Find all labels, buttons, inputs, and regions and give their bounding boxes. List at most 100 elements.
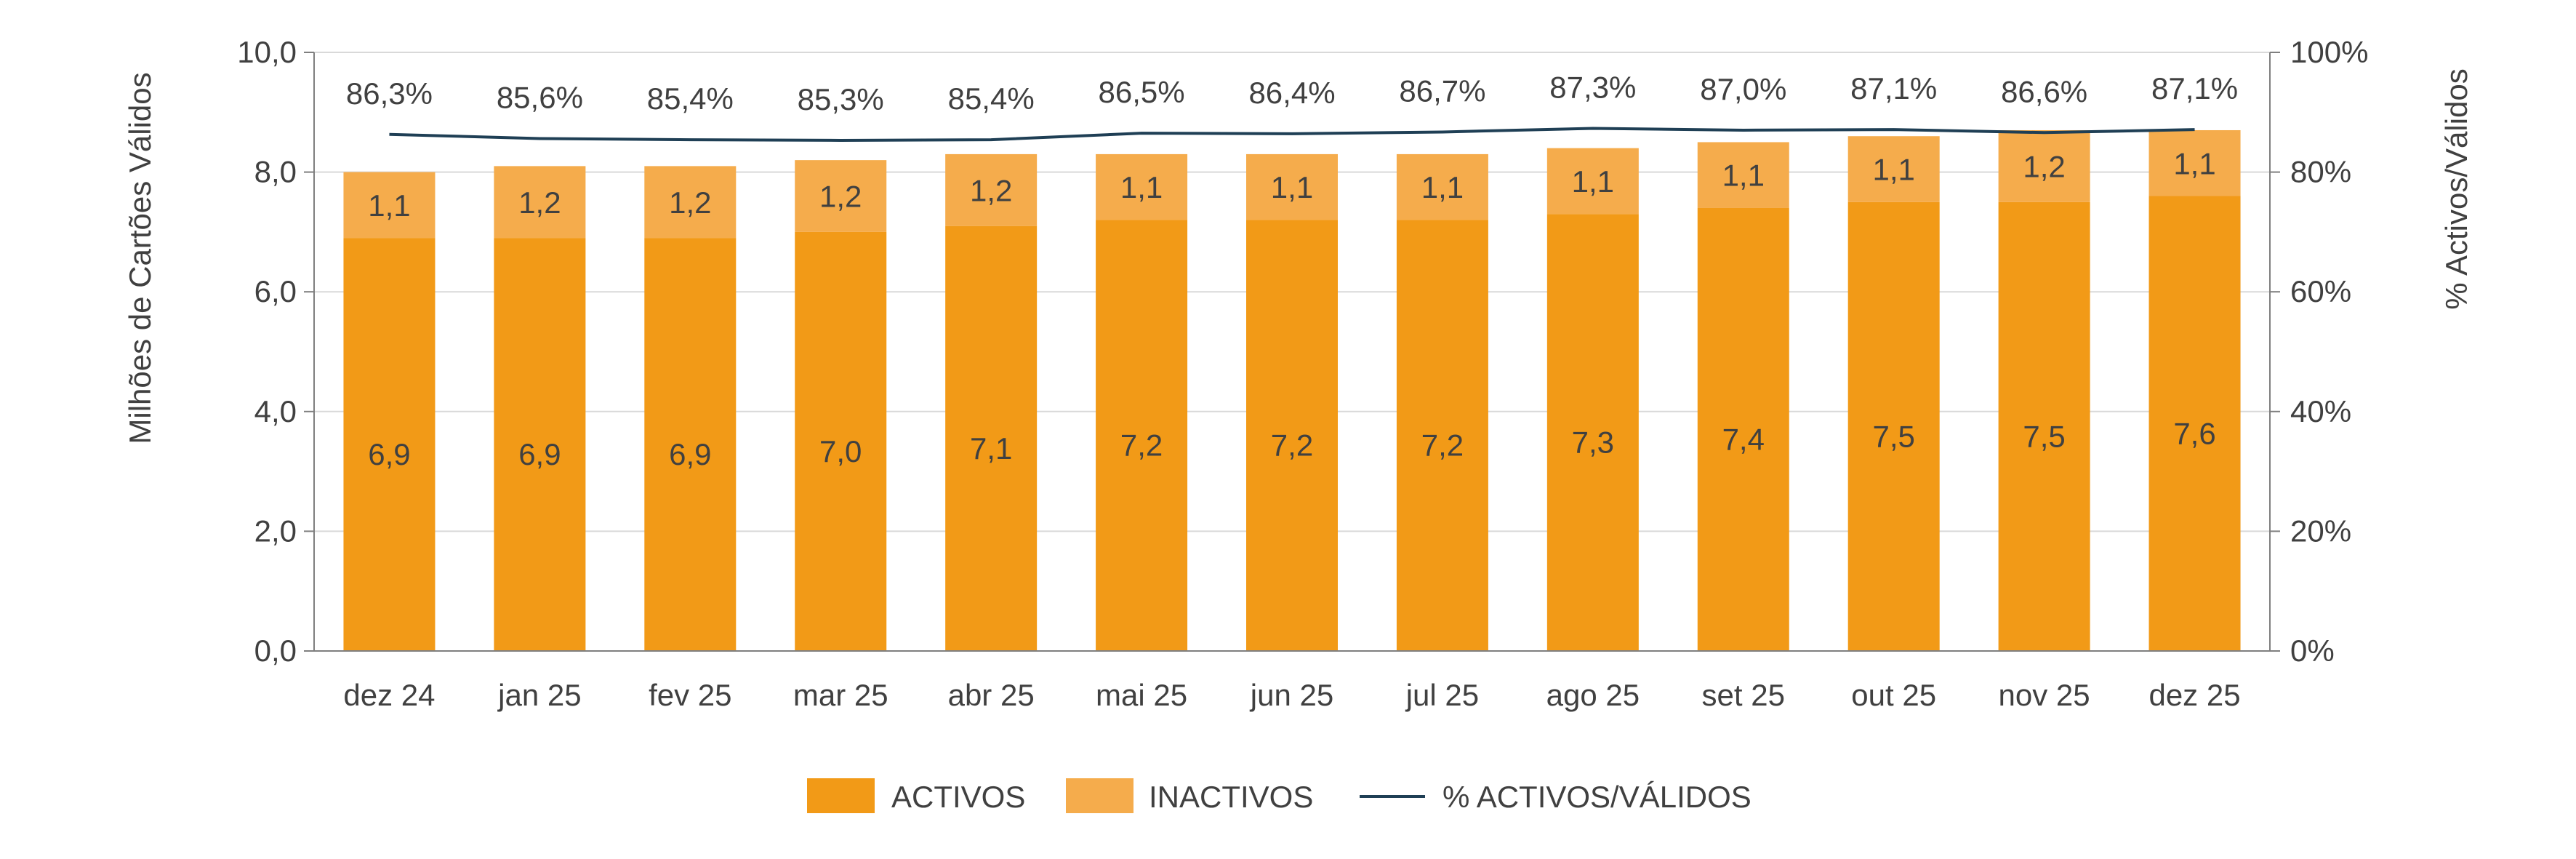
bar-inactivos [1998, 129, 2090, 202]
x-tick-label: fev 25 [649, 678, 731, 712]
legend-label-inactivos: INACTIVOS [1149, 780, 1313, 814]
data-labels: 6,9 1,1 6,9 1,2 6,9 1,2 7,0 1,2 7,1 1,2 7,2 1,1 7,2 1… [346, 71, 2238, 472]
y-tick-label: 0,0 [254, 634, 297, 668]
data-label-activos: 7,2 [1421, 428, 1464, 463]
bar-activos [1697, 207, 1789, 652]
x-tick-label: mar 25 [793, 678, 888, 712]
legend-swatch-activos [807, 778, 875, 813]
y-axis-title: Milhões de Cartões Válidos [123, 72, 157, 444]
data-label-pct: 85,4% [948, 81, 1035, 116]
pct-line [389, 127, 2195, 142]
x-tick-label: nov 25 [1999, 678, 2090, 712]
data-label-inactivos: 1,1 [368, 188, 410, 223]
x-tick-label: out 25 [1851, 678, 1936, 712]
bar-activos [644, 238, 737, 651]
data-label-activos: 7,5 [1872, 419, 1914, 453]
data-label-pct: 87,1% [1850, 71, 1937, 105]
data-label-inactivos: 1,2 [970, 173, 1012, 207]
data-label-pct: 86,6% [2001, 74, 2087, 108]
y2-tick-label: 60% [2290, 274, 2351, 308]
data-label-pct: 87,3% [1549, 71, 1636, 105]
data-label-pct: 85,4% [647, 81, 734, 116]
bar-activos [945, 225, 1038, 651]
bar-inactivos [1396, 153, 1488, 220]
y-tick-label: 4,0 [254, 394, 297, 428]
data-label-pct: 85,6% [497, 81, 583, 115]
legend-label-activos: ACTIVOS [891, 780, 1025, 814]
bars [343, 129, 2241, 652]
bar-inactivos [1096, 153, 1188, 220]
y2-tick-label: 100% [2290, 35, 2368, 69]
data-label-pct: 86,7% [1399, 73, 1485, 108]
y2-axis-title: % Activos/Válidos [2439, 68, 2473, 310]
data-label-pct: 87,0% [1700, 72, 1786, 106]
bar-inactivos [2148, 129, 2241, 196]
bar-activos [343, 238, 436, 651]
data-label-activos: 7,5 [2023, 419, 2065, 453]
data-label-inactivos: 1,1 [1120, 170, 1163, 204]
x-tick-label: dez 24 [343, 678, 435, 712]
x-tick-label: jan 25 [497, 678, 581, 712]
data-label-inactivos: 1,2 [819, 180, 862, 214]
data-label-activos: 7,6 [2173, 416, 2215, 450]
y2-tick-label: 40% [2290, 394, 2351, 428]
bar-activos [795, 231, 887, 651]
x-tick-label: jul 25 [1405, 678, 1479, 712]
data-label-pct: 86,3% [346, 76, 433, 111]
data-label-inactivos: 1,2 [2023, 149, 2065, 183]
data-label-activos: 7,2 [1120, 428, 1163, 463]
bar-inactivos [343, 172, 436, 239]
legend: ACTIVOS INACTIVOS % ACTIVOS/VÁLIDOS [807, 778, 1752, 814]
x-tick-label: set 25 [1702, 678, 1785, 712]
x-tick-label: jun 25 [1249, 678, 1333, 712]
data-label-inactivos: 1,1 [1572, 164, 1614, 199]
bar-inactivos [644, 166, 737, 239]
bar-inactivos [795, 160, 887, 232]
bar-activos [1847, 201, 1940, 651]
data-label-inactivos: 1,1 [1421, 170, 1464, 204]
bar-activos [1396, 220, 1488, 651]
bar-inactivos [494, 166, 586, 239]
data-label-activos: 7,1 [970, 431, 1012, 466]
data-label-inactivos: 1,1 [2173, 146, 2215, 180]
data-label-pct: 85,3% [798, 82, 884, 116]
y2-tick-label: 0% [2290, 634, 2335, 668]
bar-activos [2148, 196, 2241, 651]
pct-series-line [389, 127, 2195, 142]
data-label-activos: 7,0 [819, 434, 862, 468]
data-label-inactivos: 1,1 [1722, 159, 1765, 193]
data-label-inactivos: 1,2 [669, 185, 711, 220]
legend-label-pct: % ACTIVOS/VÁLIDOS [1443, 780, 1752, 814]
y-tick-label: 6,0 [254, 274, 297, 308]
data-label-activos: 6,9 [368, 437, 410, 471]
data-label-activos: 6,9 [669, 437, 711, 471]
x-tick-label: dez 25 [2148, 678, 2240, 712]
bar-inactivos [945, 153, 1038, 226]
bar-activos [1246, 220, 1338, 651]
data-label-pct: 86,4% [1248, 76, 1335, 110]
data-label-activos: 7,4 [1722, 422, 1765, 456]
bar-activos [494, 238, 586, 651]
x-tick-label: abr 25 [948, 678, 1035, 712]
data-label-pct: 87,1% [2151, 71, 2238, 105]
bar-inactivos [1697, 142, 1789, 208]
data-label-activos: 7,3 [1572, 425, 1614, 460]
x-tick-label: ago 25 [1546, 678, 1640, 712]
y-tick-label: 2,0 [254, 514, 297, 548]
data-label-activos: 6,9 [518, 437, 561, 471]
y-tick-label: 8,0 [254, 155, 297, 189]
axes: 0,0 0% 2,0 20% 4,0 40% 6,0 60% 8,0 80% 10,0 100% dez… [237, 35, 2368, 712]
bar-activos [1096, 220, 1188, 651]
bar-activos [1998, 201, 2090, 651]
bar-inactivos [1546, 148, 1639, 215]
y-tick-label: 10,0 [237, 35, 297, 69]
bar-activos [1546, 214, 1639, 652]
data-label-inactivos: 1,2 [518, 185, 561, 220]
data-label-pct: 86,5% [1099, 75, 1185, 109]
bar-inactivos [1847, 136, 1940, 202]
bar-inactivos [1246, 153, 1338, 220]
y2-tick-label: 20% [2290, 514, 2351, 548]
data-label-activos: 7,2 [1271, 428, 1313, 463]
x-tick-label: mai 25 [1096, 678, 1187, 712]
